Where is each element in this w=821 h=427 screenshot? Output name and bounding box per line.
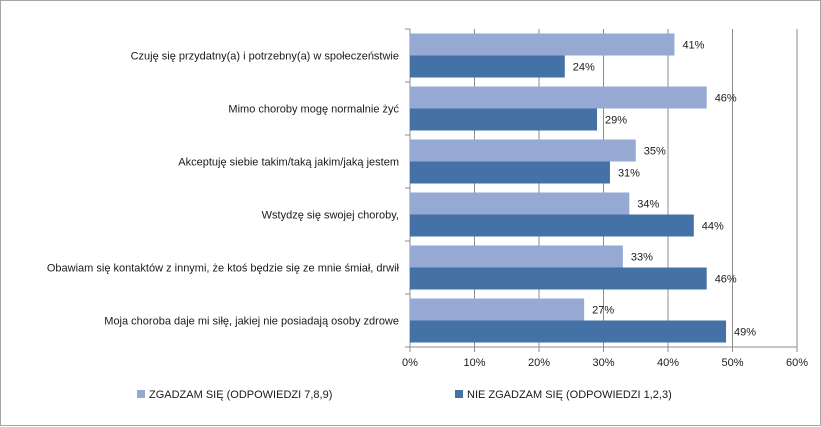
- x-tick-label: 10%: [463, 357, 485, 369]
- data-label: 29%: [605, 115, 627, 127]
- data-label: 33%: [631, 252, 653, 264]
- legend-label: ZGADZAM SIĘ (ODPOWIEDZI 7,8,9): [149, 389, 332, 401]
- bar-series2-2: [410, 108, 598, 131]
- legend-swatch-series1: [137, 390, 145, 398]
- bar-series1-5: [410, 245, 623, 268]
- data-label: 35%: [644, 146, 666, 158]
- bar-series1-1: [410, 33, 675, 56]
- data-label: 46%: [715, 274, 737, 286]
- category-label: Wstydzę się swojej choroby,: [262, 210, 399, 222]
- data-label: 27%: [592, 305, 614, 317]
- x-tick-label: 40%: [657, 357, 679, 369]
- data-label: 24%: [573, 62, 595, 74]
- x-tick-label: 20%: [528, 357, 550, 369]
- category-label: Moja choroba daje mi siłę, jakiej nie po…: [104, 316, 399, 328]
- data-label: 44%: [702, 221, 724, 233]
- category-label: Obawiam się kontaktów z innymi, że ktoś …: [47, 263, 400, 275]
- category-label: Akceptuję siebie takim/taką jakim/jaką j…: [178, 157, 399, 169]
- data-label: 46%: [715, 93, 737, 105]
- x-tick-label: 30%: [592, 357, 614, 369]
- bar-series2-5: [410, 267, 707, 290]
- bar-series2-3: [410, 161, 610, 184]
- x-tick-label: 50%: [721, 357, 743, 369]
- category-label: Czuję się przydatny(a) i potrzebny(a) w …: [131, 51, 399, 63]
- data-label: 31%: [618, 168, 640, 180]
- bar-series1-2: [410, 86, 707, 109]
- legend-swatch-series2: [455, 390, 463, 398]
- x-tick-label: 60%: [786, 357, 808, 369]
- bar-series1-3: [410, 139, 636, 162]
- data-label: 49%: [734, 327, 756, 339]
- bar-series2-1: [410, 55, 565, 78]
- category-label: Mimo choroby mogę normalnie żyć: [228, 104, 399, 116]
- data-label: 34%: [637, 199, 659, 211]
- bar-series2-6: [410, 320, 727, 343]
- bar-series1-6: [410, 298, 585, 321]
- x-tick-label: 0%: [402, 357, 418, 369]
- bar-series2-4: [410, 214, 694, 237]
- legend-label: NIE ZGADZAM SIĘ (ODPOWIEDZI 1,2,3): [467, 389, 672, 401]
- bar-series1-4: [410, 192, 630, 215]
- data-label: 41%: [682, 40, 704, 52]
